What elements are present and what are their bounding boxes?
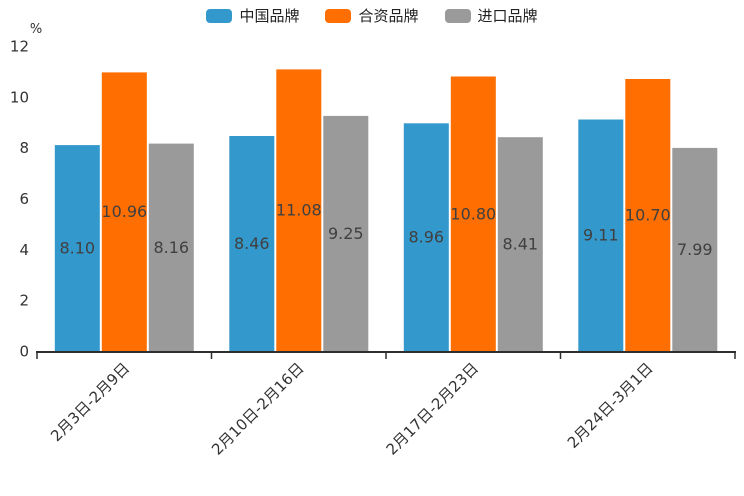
bar-series-0-group-1	[229, 136, 275, 351]
bar-value-label: 8.46	[234, 234, 270, 253]
x-axis-category-label: 2月10日-2月16日	[208, 359, 307, 458]
x-axis-category-label: 2月17日-2月23日	[383, 359, 482, 458]
bar-series-0-group-3	[578, 119, 624, 351]
bar-series-2-group-2	[497, 137, 543, 351]
bar-value-label: 11.08	[276, 201, 322, 220]
legend-swatch-joint-venture-brand	[325, 9, 352, 23]
y-axis-tick-label: 0	[19, 343, 29, 361]
bar-value-label: 9.25	[328, 224, 364, 243]
legend-item-import-brand[interactable]: 进口品牌	[444, 7, 538, 25]
bar-value-label: 8.10	[59, 239, 95, 258]
bar-value-label: 10.80	[450, 204, 496, 223]
legend-item-china-brand[interactable]: 中国品牌	[206, 7, 299, 25]
y-axis-tick-label: 8	[19, 139, 29, 157]
bar-value-label: 10.70	[625, 206, 671, 225]
bar-series-1-group-3	[625, 79, 671, 351]
bar-value-label: 8.16	[153, 238, 189, 257]
x-axis-category-label: 2月24日-3月1日	[564, 359, 657, 452]
legend-label-joint-venture-brand: 合资品牌	[358, 7, 419, 25]
x-axis-category-label: 2月3日-2月9日	[47, 359, 133, 445]
y-axis-tick-label: 6	[19, 190, 29, 208]
bar-series-1-group-0	[101, 72, 147, 352]
legend-swatch-import-brand	[444, 9, 471, 23]
bar-series-1-group-1	[276, 69, 322, 352]
y-axis-tick-label: 12	[10, 38, 29, 56]
bar-series-2-group-3	[672, 147, 718, 351]
legend-label-china-brand: 中国品牌	[239, 7, 300, 25]
y-axis-tick-label: 2	[19, 292, 29, 310]
bar-value-label: 9.11	[583, 226, 619, 245]
legend-label-import-brand: 进口品牌	[477, 7, 538, 25]
y-axis-unit-label: %	[30, 22, 42, 37]
bar-value-label: 7.99	[677, 240, 713, 259]
y-axis-tick-label: 10	[10, 88, 29, 106]
bar-value-label: 8.41	[502, 235, 538, 254]
bar-series-0-group-0	[54, 145, 100, 351]
bar-value-label: 10.96	[101, 202, 147, 221]
y-axis-tick-label: 4	[19, 241, 29, 259]
legend-item-joint-venture-brand[interactable]: 合资品牌	[325, 7, 419, 25]
legend: 中国品牌 合资品牌 进口品牌	[0, 7, 744, 25]
bar-series-2-group-1	[323, 115, 369, 352]
bar-series-1-group-2	[450, 76, 496, 351]
bar-value-label: 8.96	[408, 228, 444, 247]
legend-swatch-china-brand	[206, 9, 233, 23]
bar-series-2-group-0	[148, 143, 194, 351]
bar-series-0-group-2	[403, 123, 449, 351]
